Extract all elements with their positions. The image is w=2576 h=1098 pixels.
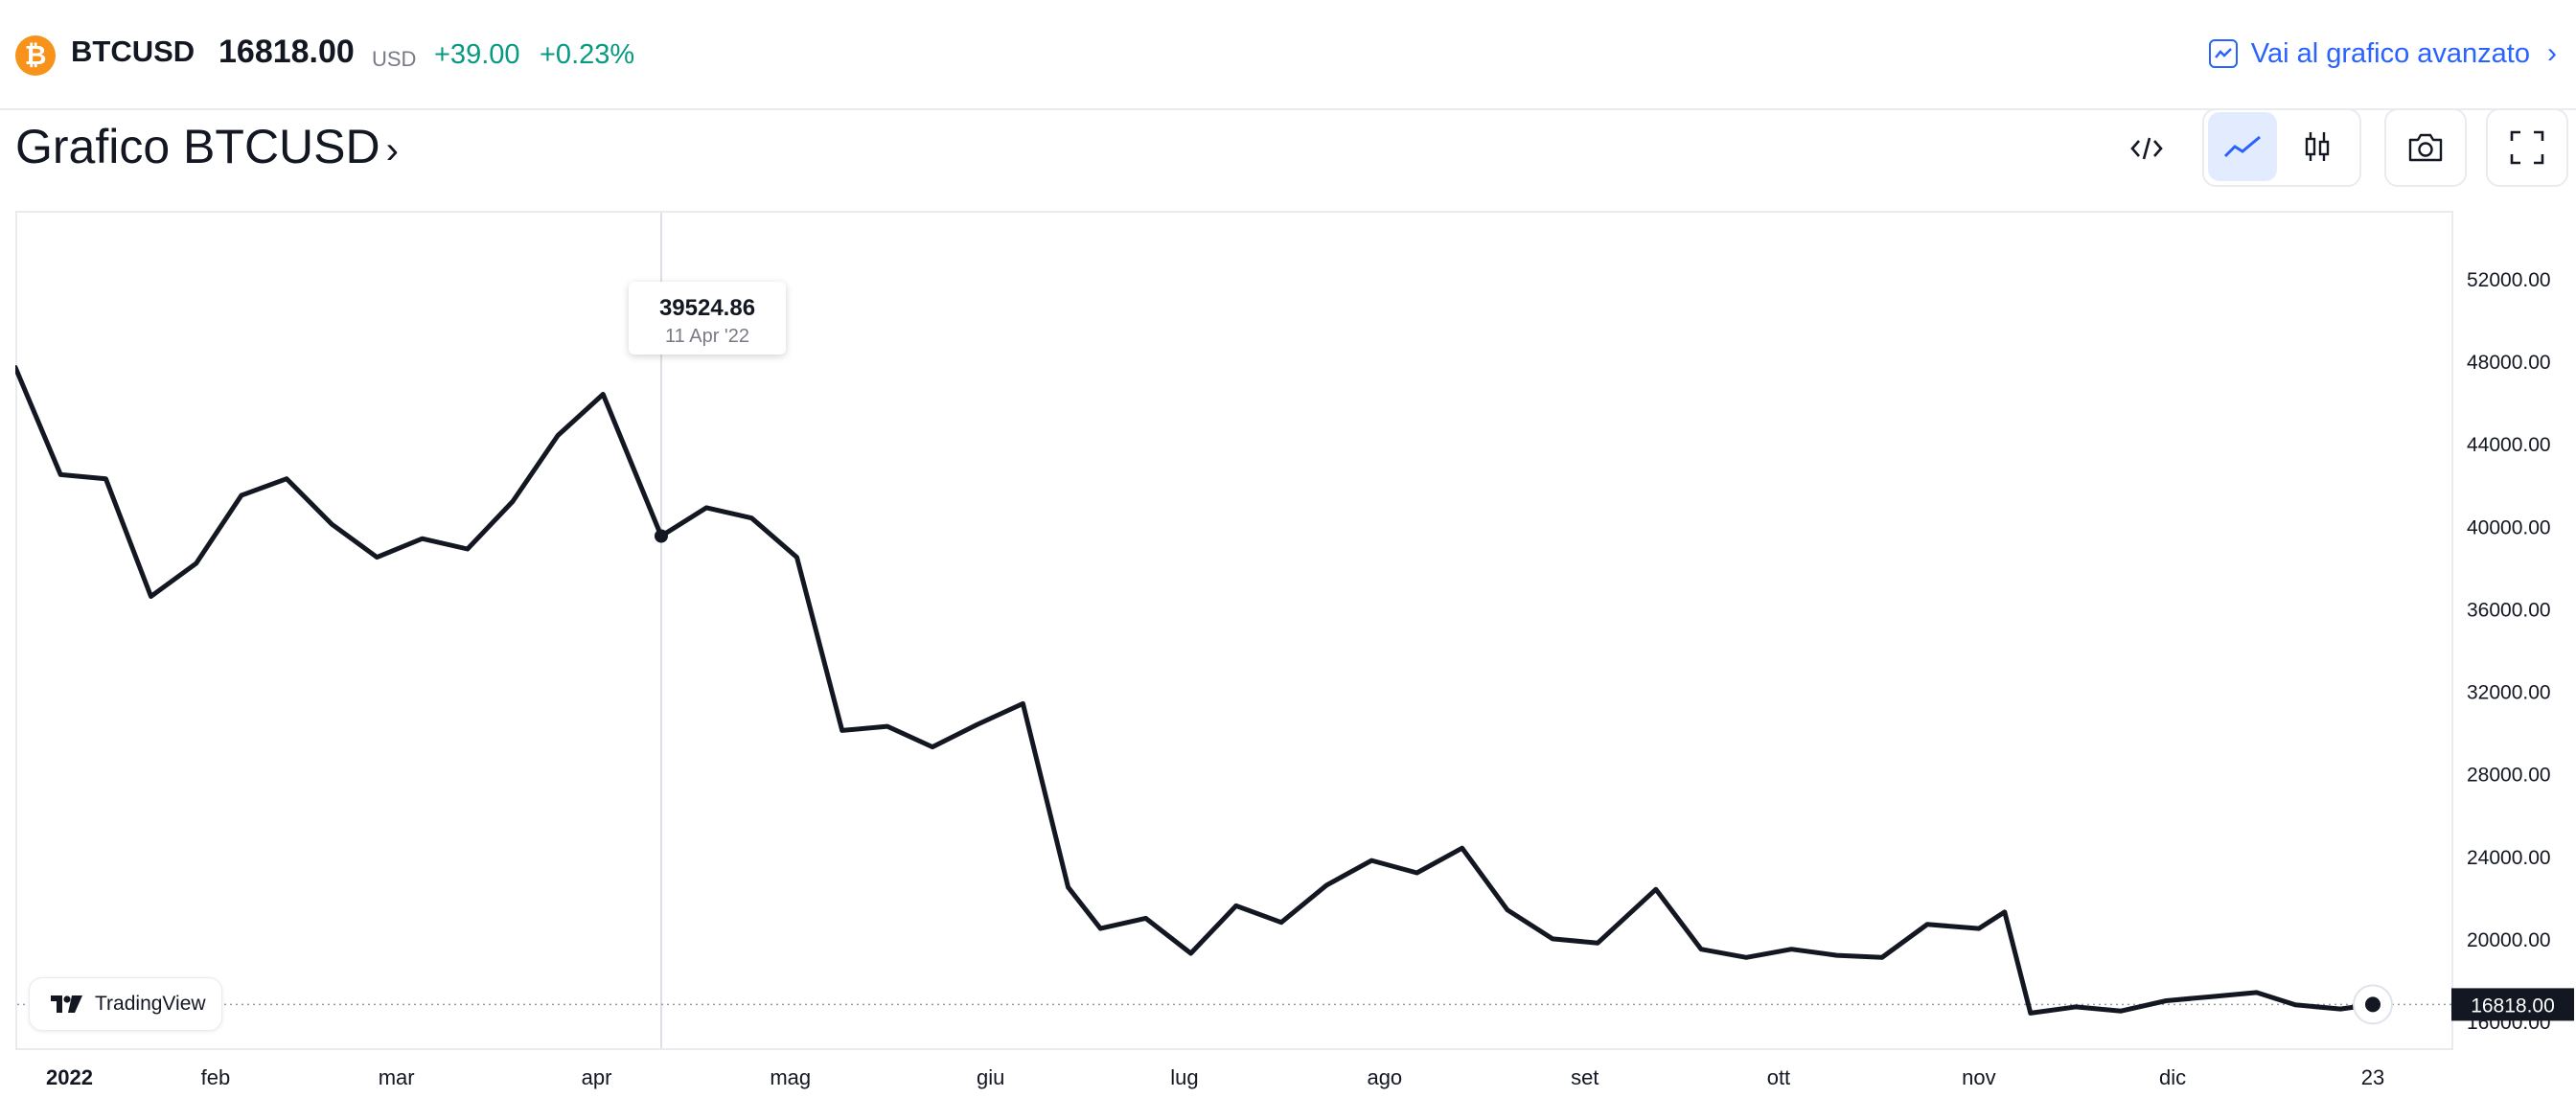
price-chart[interactable]: 52000.00 48000.00 44000.00 40000.00 36000.00… xyxy=(15,211,2576,1098)
price-series-line xyxy=(15,365,2376,1016)
fullscreen-button[interactable] xyxy=(2486,108,2568,187)
tooltip-date: 11 Apr '22 xyxy=(665,326,749,347)
y-tick-label: 40000.00 xyxy=(2467,516,2551,538)
x-tick-label: ott xyxy=(1767,1065,1790,1089)
y-tick-label: 48000.00 xyxy=(2467,352,2551,374)
x-tick-label: giu xyxy=(977,1065,1004,1089)
symbol-name: BTCUSD xyxy=(71,34,196,68)
line-chart-button[interactable] xyxy=(2208,112,2277,181)
chevron-right-icon: › xyxy=(2547,37,2557,69)
last-point-marker xyxy=(2365,996,2380,1013)
tooltip-value: 39524.86 xyxy=(658,295,756,321)
last-price-label: 16818.00 xyxy=(2471,995,2555,1017)
y-tick-label: 36000.00 xyxy=(2467,599,2551,621)
price-change: +39.00 xyxy=(434,39,520,70)
x-tick-label: mar xyxy=(379,1065,415,1089)
page-title-text: Grafico BTCUSD xyxy=(15,120,380,173)
y-tick-label: 52000.00 xyxy=(2467,269,2551,291)
line-chart-icon xyxy=(2223,135,2261,158)
crosshair-point xyxy=(654,529,668,543)
x-tick-label: ago xyxy=(1367,1065,1402,1089)
currency-label: USD xyxy=(372,47,417,71)
advanced-chart-link[interactable]: Vai al grafico avanzato › xyxy=(2208,33,2557,75)
y-tick-label: 32000.00 xyxy=(2467,682,2551,704)
x-tick-label: nov xyxy=(1962,1065,1995,1089)
embed-code-button[interactable] xyxy=(2110,112,2183,185)
last-price-box xyxy=(2451,988,2574,1021)
last-price: 16818.00 xyxy=(218,34,355,70)
x-tick-label: 2022 xyxy=(46,1065,93,1089)
candlestick-icon xyxy=(2305,132,2330,161)
tradingview-logo-icon xyxy=(51,995,82,1013)
advanced-chart-label: Vai al grafico avanzato xyxy=(2250,37,2530,69)
x-tick-label: mag xyxy=(770,1065,811,1089)
y-tick-label: 44000.00 xyxy=(2467,434,2551,456)
y-tick-label: 28000.00 xyxy=(2467,765,2551,787)
y-tick-label: 20000.00 xyxy=(2467,929,2551,951)
price-change-percent: +0.23% xyxy=(540,39,635,70)
tradingview-badge[interactable]: TradingView xyxy=(29,977,222,1031)
y-tick-label: 24000.00 xyxy=(2467,847,2551,869)
price-chart-svg[interactable]: 52000.00 48000.00 44000.00 40000.00 36000.00… xyxy=(15,211,2576,1098)
camera-icon xyxy=(2408,133,2443,162)
fullscreen-icon xyxy=(2510,130,2544,165)
x-tick-label: lug xyxy=(1170,1065,1198,1089)
x-tick-label: apr xyxy=(582,1065,612,1089)
bitcoin-icon: ₿ xyxy=(15,35,56,76)
candlestick-button[interactable] xyxy=(2283,112,2352,181)
symbol-header: ₿ BTCUSD 16818.00 USD +39.00 +0.23% Vai … xyxy=(0,0,2576,110)
x-tick-label: set xyxy=(1571,1065,1598,1089)
embed-code-icon xyxy=(2130,137,2163,160)
tradingview-label: TradingView xyxy=(95,993,206,1015)
snapshot-button[interactable] xyxy=(2384,108,2467,187)
x-tick-label: dic xyxy=(2159,1065,2186,1089)
x-tick-label: 23 xyxy=(2361,1065,2384,1089)
crosshair-tooltip: 39524.86 11 Apr '22 xyxy=(629,282,786,355)
chart-plot-frame xyxy=(15,211,2453,1050)
chevron-right-icon: › xyxy=(385,129,399,172)
page-title[interactable]: Grafico BTCUSD › xyxy=(15,119,399,174)
chart-style-group xyxy=(2202,108,2361,187)
x-tick-label: feb xyxy=(201,1065,231,1089)
chart-icon xyxy=(2208,39,2238,68)
